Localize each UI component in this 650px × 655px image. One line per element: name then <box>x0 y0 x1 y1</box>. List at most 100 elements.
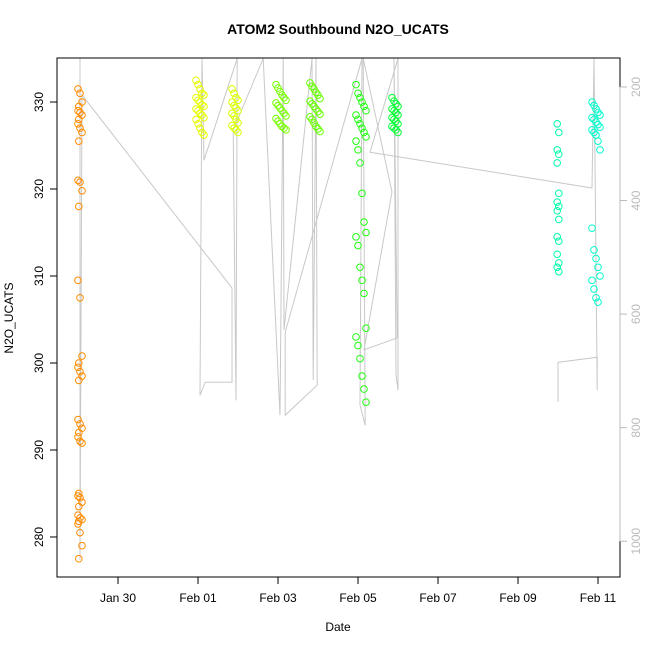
data-point <box>354 341 362 350</box>
y2-tick-label: 200 <box>629 77 643 97</box>
data-point <box>75 554 83 563</box>
data-point <box>390 115 398 124</box>
data-point <box>553 233 562 241</box>
y-tick-label: 300 <box>32 353 46 373</box>
data-point <box>356 263 364 272</box>
y-tick-label: 290 <box>32 440 46 460</box>
data-point <box>390 124 398 132</box>
data-point <box>594 298 602 306</box>
data-point <box>200 131 208 139</box>
y-tick-label: 280 <box>32 527 46 547</box>
data-point <box>198 89 206 98</box>
data-point <box>553 206 562 215</box>
data-point <box>553 159 562 167</box>
data-point <box>316 94 324 103</box>
data-point <box>553 198 562 206</box>
data-point <box>76 89 84 98</box>
y-tick-label: 330 <box>32 92 46 112</box>
data-point <box>192 115 200 124</box>
data-point <box>75 502 83 511</box>
y2-tick-label: 400 <box>629 190 643 210</box>
x-tick-label: Feb 05 <box>339 591 377 605</box>
data-point <box>76 178 84 186</box>
data-point <box>362 324 370 333</box>
data-point <box>78 541 86 550</box>
data-point <box>196 109 204 118</box>
data-point <box>78 186 86 195</box>
y-tick-label: 320 <box>32 179 46 199</box>
x-axis-label: Date <box>325 620 351 634</box>
data-point <box>192 76 200 85</box>
data-point <box>230 124 238 132</box>
data-point <box>74 520 82 528</box>
data-point <box>316 127 324 136</box>
data-point <box>596 111 604 119</box>
data-point <box>194 96 202 105</box>
data-point <box>76 293 84 302</box>
data-point <box>360 385 368 393</box>
data-point <box>75 376 83 385</box>
data-point <box>553 146 562 154</box>
data-point <box>360 102 368 111</box>
data-point <box>200 91 208 99</box>
data-point <box>394 128 402 137</box>
data-point <box>588 113 596 122</box>
data-point <box>76 437 84 446</box>
data-point <box>75 115 83 124</box>
data-point <box>74 492 82 500</box>
data-point <box>196 124 204 132</box>
data-point <box>592 293 600 302</box>
x-tick-label: Feb 03 <box>259 591 297 605</box>
data-point <box>74 176 82 185</box>
data-point <box>592 254 600 263</box>
data-point <box>356 119 364 128</box>
data-point <box>76 367 84 376</box>
data-point <box>390 106 398 115</box>
data-point <box>360 289 368 298</box>
data-point <box>358 276 366 285</box>
data-point <box>594 137 602 145</box>
data-point <box>596 146 604 154</box>
data-point <box>76 494 84 502</box>
data-point <box>362 228 370 237</box>
data-point <box>555 202 563 211</box>
data-point <box>76 124 84 132</box>
data-point <box>352 333 360 341</box>
data-point <box>356 159 364 167</box>
data-point <box>192 105 200 113</box>
chart-title: ATOM2 Southbound N2O_UCATS <box>227 21 449 37</box>
data-point <box>553 263 562 272</box>
data-point <box>194 119 202 128</box>
y-axis-label: N2O_UCATS <box>2 282 16 353</box>
data-point <box>362 398 370 406</box>
data-point <box>356 354 364 363</box>
data-point <box>74 119 82 128</box>
data-point <box>194 80 202 89</box>
data-point <box>555 128 563 137</box>
profile-line <box>79 58 598 560</box>
data-point <box>594 263 602 272</box>
data-point <box>352 137 360 145</box>
data-point <box>282 112 290 120</box>
data-point <box>75 202 83 211</box>
data-point <box>74 433 82 441</box>
data-point <box>230 89 238 98</box>
data-point <box>360 218 368 226</box>
data-point <box>74 415 82 424</box>
data-point <box>200 102 208 111</box>
data-point <box>588 276 596 285</box>
data-point <box>358 124 366 132</box>
data-point <box>74 363 82 372</box>
data-point <box>78 439 86 447</box>
data-point <box>555 215 563 224</box>
data-point <box>76 420 84 428</box>
data-point <box>352 233 360 241</box>
data-point <box>553 119 562 128</box>
data-point <box>354 146 362 154</box>
y2-tick-label: 1000 <box>629 528 643 555</box>
x-tick-label: Feb 01 <box>179 591 217 605</box>
data-point <box>555 259 563 267</box>
data-point <box>196 85 204 93</box>
